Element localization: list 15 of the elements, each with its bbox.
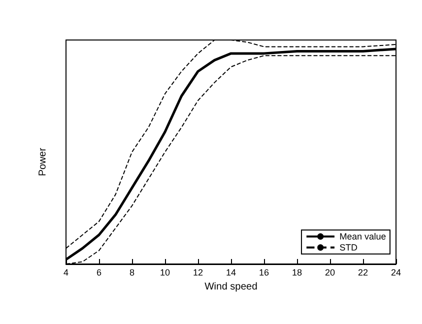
- x-tick-label: 22: [358, 268, 368, 278]
- x-tick-label: 12: [192, 268, 204, 278]
- x-tick-label: 18: [292, 268, 302, 278]
- x-tick-label: 4: [63, 268, 69, 278]
- legend-label: Mean value: [339, 232, 386, 242]
- x-tick-label: 10: [160, 268, 170, 278]
- legend-label: STD: [339, 242, 358, 252]
- x-tick-label: 8: [129, 268, 135, 278]
- y-axis-title: Power: [38, 147, 48, 176]
- x-tick-label: 14: [226, 268, 236, 278]
- x-tick-label: 16: [258, 268, 270, 278]
- x-axis-title: Wind speed: [204, 281, 258, 292]
- x-tick-label: 6: [96, 268, 102, 278]
- x-tick-label: 24: [390, 268, 402, 278]
- x-tick-label: 20: [324, 268, 336, 278]
